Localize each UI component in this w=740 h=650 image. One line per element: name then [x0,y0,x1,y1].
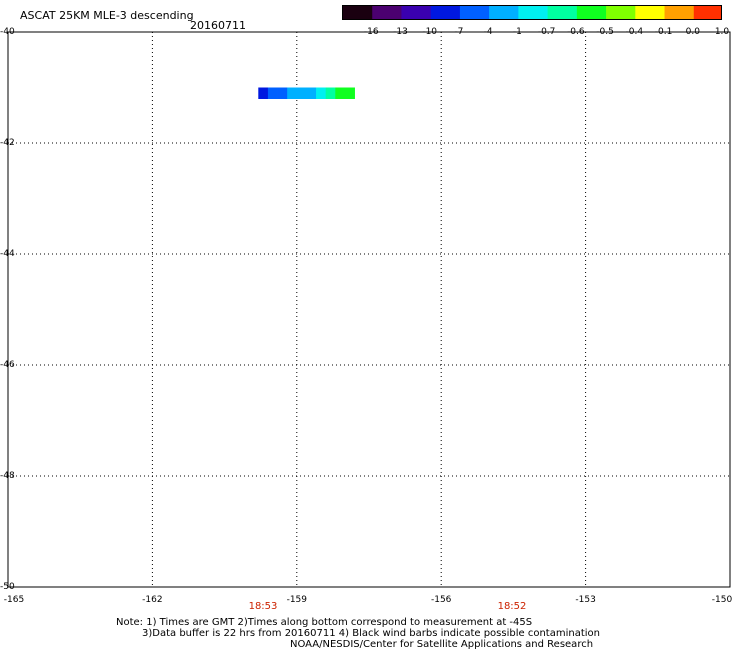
note-line-3: NOAA/NESDIS/Center for Satellite Applica… [290,639,594,650]
data-cell [325,87,336,99]
colorbar-segment [489,6,519,19]
data-cell [306,87,317,99]
colorbar [342,5,722,20]
data-cell [344,87,355,99]
data-cell [316,87,327,99]
y-tick-label: -48 [0,471,15,481]
data-cell [267,87,278,99]
colorbar-segment [401,6,432,19]
x-tick-label: -162 [142,595,163,605]
x-tick-label: -159 [286,595,308,605]
colorbar-label: -7 [454,27,464,37]
colorbar-label: -16 [363,27,379,37]
plot-frame [7,31,731,588]
colorbar-segment [693,6,721,19]
colorbar-segment [664,6,695,19]
data-cell [258,87,269,99]
colorbar-segment [459,6,490,19]
y-tick-label: -50 [0,582,15,592]
x-tick-label: -153 [575,595,596,605]
colorbar-segment [518,6,549,19]
time-label-1: 18:53 [248,601,278,612]
colorbar-segment [576,6,607,19]
colorbar-label: -13 [393,27,408,37]
y-tick-label: -42 [0,138,15,148]
colorbar-label: -0.6 [567,27,585,37]
date-label: 20160711 [190,19,246,32]
data-cell [277,87,288,99]
y-tick-label: -40 [0,27,15,37]
x-tick-label: -165 [3,595,25,605]
colorbar-segment [372,6,403,19]
colorbar-label: -4 [483,27,493,37]
colorbar-segment [635,6,666,19]
colorbar-label: -0.4 [625,27,644,37]
colorbar-label: 1.0 [714,27,730,37]
lat-lon-grid [8,32,730,587]
colorbar-segment [606,6,636,19]
colorbar-label: -0.1 [654,27,673,37]
colorbar-label: 0.0 [685,27,700,37]
time-label-2: 18:52 [497,601,527,612]
colorbar-label: -0.5 [596,27,614,37]
y-tick-label: -44 [0,249,15,259]
data-cell [335,87,346,99]
note-line-2: 3)Data buffer is 22 hrs from 20160711 4)… [142,628,600,639]
page-title: ASCAT 25KM MLE-3 descending [20,9,194,22]
y-tick-label: -46 [0,360,15,370]
data-cell [287,87,298,99]
colorbar-label: -10 [422,27,438,37]
x-tick-label: -156 [430,595,452,605]
colorbar-segment [547,6,578,19]
colorbar-segment [343,6,373,19]
wind-data-cells [258,87,355,99]
colorbar-label: -0.7 [537,27,556,37]
colorbar-label: -1 [512,27,522,37]
x-tick-label: -150 [711,595,733,605]
data-cell [296,87,307,99]
note-line-1: Note: 1) Times are GMT 2)Times along bot… [116,617,533,628]
colorbar-segment [430,6,461,19]
